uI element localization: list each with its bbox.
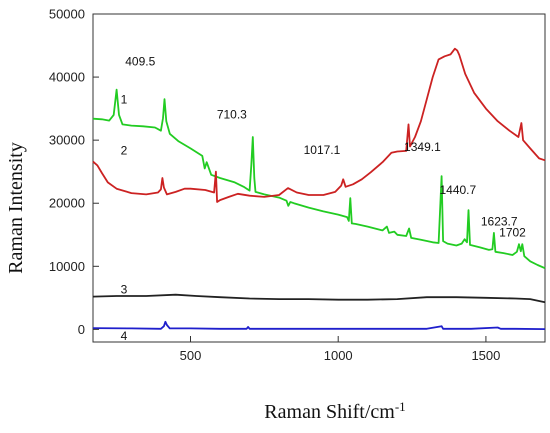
plot-frame [92,13,546,343]
y-tick-label: 40000 [49,70,85,85]
peak-annotation: 409.5 [125,55,155,69]
x-axis-title: Raman Shift/cm-1 [264,399,405,423]
peak-annotation: 1702 [499,226,526,240]
labels-layer: 1 2 3 4 409.5 710.3 1017.1 1349.1 1440.7 1623.717… [121,55,526,343]
x-tick-label: 500 [180,348,202,363]
axes-layer: 500 1000 1500 0 10000 20000 30000 40000 50000 [49,7,501,364]
peak-annotation: 1017.1 [304,143,341,157]
series-layer [92,47,546,330]
peak-annotation: 1440.7 [439,183,476,197]
series-line-2 [92,47,546,203]
x-tick-label: 1000 [324,348,353,363]
y-axis-title: Raman Intensity [5,142,27,274]
y-tick-label: 50000 [49,7,85,22]
x-tick-label: 1500 [471,348,500,363]
y-tick-label: 10000 [49,259,85,274]
curve-label: 4 [121,329,128,343]
peak-annotation: 1623.7 [481,214,518,228]
peak-annotation: 1349.1 [404,140,441,154]
curve-label: 2 [121,144,128,158]
plot-area [92,13,546,343]
series-line-4 [92,320,546,330]
curve-label: 3 [121,282,128,296]
x-axis-title-main: Raman Shift/cm [264,401,395,423]
series-line-3 [92,293,546,304]
series-line-1 [92,88,546,270]
y-tick-label: 30000 [49,133,85,148]
curve-label: 1 [121,93,128,107]
peak-annotation: 710.3 [217,108,247,122]
x-axis-title-superscript: -1 [395,399,406,414]
y-tick-label: 20000 [49,196,85,211]
y-tick-label: 0 [78,322,85,337]
